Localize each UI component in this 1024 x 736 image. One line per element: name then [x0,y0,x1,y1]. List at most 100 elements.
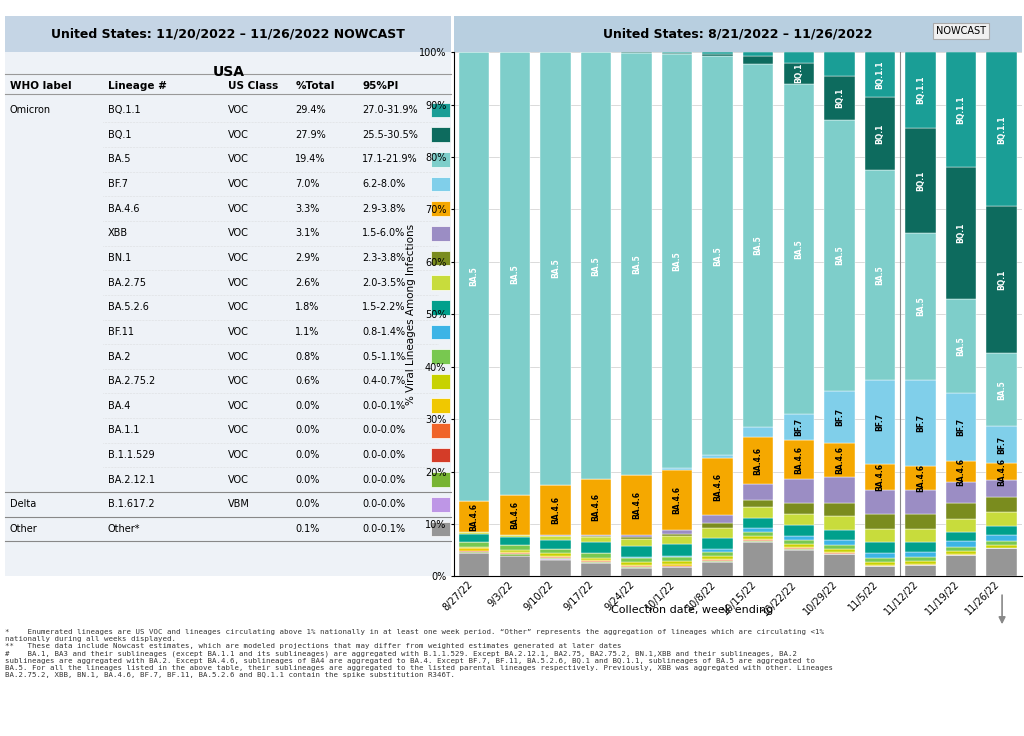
Bar [743,484,773,500]
Text: 0.0%: 0.0% [295,475,319,485]
Text: Delta: Delta [9,500,36,509]
Text: 0.8%: 0.8% [295,352,319,361]
Bar [986,206,1017,353]
Bar [702,549,733,552]
Text: USA: USA [212,66,245,79]
Bar [431,202,451,216]
Bar [500,534,530,537]
Text: VBM: VBM [228,500,250,509]
Text: BA.4.6: BA.4.6 [956,458,966,486]
Bar [743,52,773,56]
Text: BF.7: BF.7 [108,179,128,189]
Bar [946,519,976,532]
Bar [702,552,733,556]
Bar [431,497,451,512]
Bar [662,469,692,470]
Bar [431,374,451,389]
Bar [783,550,814,576]
Bar [662,544,692,556]
Bar [662,470,692,529]
Bar [541,553,570,556]
Text: VOC: VOC [228,352,249,361]
Text: 6.2-8.0%: 6.2-8.0% [362,179,406,189]
Bar [662,556,692,557]
Bar [581,479,611,534]
Text: BA.4.6: BA.4.6 [551,495,560,523]
Bar [622,537,651,539]
Bar [702,538,733,549]
Text: 0.6%: 0.6% [295,376,319,386]
Bar [541,536,570,539]
Bar [824,120,855,392]
Bar [946,542,976,547]
Bar [581,558,611,560]
Text: United States: 11/20/2022 – 11/26/2022 NOWCAST: United States: 11/20/2022 – 11/26/2022 N… [51,28,406,40]
Text: 25.5-30.5%: 25.5-30.5% [362,130,418,140]
Text: BA.5: BA.5 [916,297,925,316]
Text: BF.7: BF.7 [916,414,925,432]
Bar [905,565,936,576]
Bar [824,554,855,576]
Bar [702,528,733,538]
Bar [431,398,451,413]
Bar [459,532,489,534]
Bar [622,539,651,545]
Text: Collection date, week ending: Collection date, week ending [611,605,774,615]
Text: BA.5: BA.5 [551,258,560,278]
Text: BA.5: BA.5 [997,380,1007,400]
Text: BQ.1: BQ.1 [916,171,925,191]
Bar [431,226,451,241]
Text: 27.0-31.9%: 27.0-31.9% [362,105,418,115]
Bar [743,56,773,63]
Bar [864,562,895,565]
Text: BA.4.6: BA.4.6 [632,491,641,519]
Bar [864,380,895,464]
Bar [824,478,855,503]
Bar [824,517,855,529]
Text: VOC: VOC [228,228,249,238]
Text: B.1.1.529: B.1.1.529 [108,450,155,460]
Bar [986,541,1017,545]
Bar [702,56,733,456]
Bar [824,529,855,540]
Bar [783,503,814,514]
Bar [905,542,936,552]
Bar [986,463,1017,481]
Text: VOC: VOC [228,179,249,189]
Text: BA.4.6: BA.4.6 [592,493,600,521]
Text: BA.4.6: BA.4.6 [470,503,479,531]
Bar [662,537,692,544]
Text: BF.7: BF.7 [956,418,966,436]
Bar [824,52,855,76]
Bar [702,559,733,560]
Bar [986,548,1017,576]
Bar [743,437,773,484]
Text: Lineage #: Lineage # [108,81,167,91]
Bar [986,535,1017,541]
Bar [431,447,451,462]
Bar [500,554,530,556]
Bar [864,529,895,542]
Bar [459,547,489,548]
Bar [743,536,773,539]
Text: BA.1.1: BA.1.1 [108,425,139,436]
Text: 3.3%: 3.3% [295,204,319,213]
Text: Omicron: Omicron [9,105,51,115]
Bar [459,552,489,553]
Text: VOC: VOC [228,327,249,337]
Bar [662,54,692,469]
Text: BQ.1.1: BQ.1.1 [956,96,966,124]
Text: 0.0-0.0%: 0.0-0.0% [362,475,406,485]
Bar [743,427,773,437]
Bar [864,464,895,490]
Text: BA.2.75.2: BA.2.75.2 [108,376,155,386]
Bar [905,552,936,557]
Bar [702,52,733,54]
Bar [581,563,611,576]
Text: 0.0-0.0%: 0.0-0.0% [362,500,406,509]
Bar [431,152,451,166]
Bar [743,500,773,507]
Text: WHO label: WHO label [9,81,72,91]
Bar [541,556,570,557]
Bar [662,562,692,565]
